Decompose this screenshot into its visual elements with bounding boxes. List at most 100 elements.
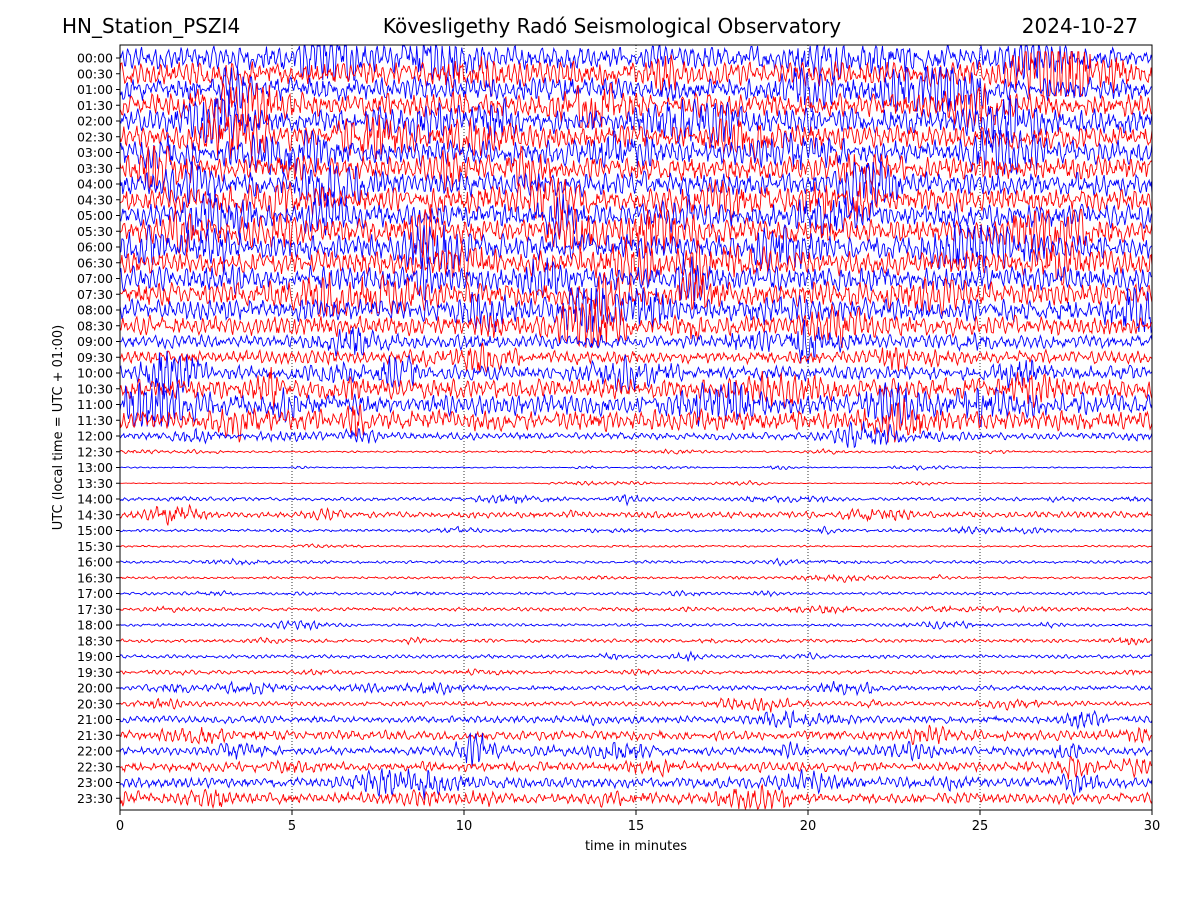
trace-row-1900 <box>119 650 1153 662</box>
trace-row-0600 <box>119 224 1153 271</box>
row-time-label: 09:00 <box>77 334 113 349</box>
trace-row-1830 <box>119 636 1153 646</box>
trace-row-2130 <box>119 724 1153 746</box>
row-time-label: 00:30 <box>77 66 113 81</box>
row-time-labels: 00:0000:3001:0001:3002:0002:3003:0003:30… <box>77 51 120 806</box>
trace-row-1230 <box>119 448 1152 455</box>
trace-row-2200 <box>119 732 1153 768</box>
x-tick-label: 0 <box>116 819 124 834</box>
row-time-label: 05:00 <box>77 208 113 223</box>
row-time-label: 22:30 <box>77 759 113 774</box>
row-time-label: 18:30 <box>77 633 113 648</box>
row-time-label: 22:00 <box>77 744 113 759</box>
trace-row-2000 <box>119 680 1153 697</box>
trace-row-0830 <box>119 302 1153 348</box>
row-time-label: 13:00 <box>77 460 113 475</box>
row-time-label: 08:30 <box>77 318 113 333</box>
trace-row-1730 <box>119 604 1153 615</box>
trace-row-1030 <box>119 366 1153 411</box>
trace-row-0800 <box>119 286 1153 334</box>
row-time-label: 10:30 <box>77 381 113 396</box>
trace-row-0430 <box>119 176 1153 222</box>
observatory-title: Kövesligethy Radó Seismological Observat… <box>382 14 842 38</box>
trace-row-0130 <box>119 82 1153 129</box>
trace-row-1600 <box>119 557 1153 567</box>
trace-row-0000 <box>119 44 1153 82</box>
row-time-label: 02:00 <box>77 114 113 129</box>
row-time-label: 18:00 <box>77 618 113 633</box>
x-tick-label: 30 <box>1144 819 1161 834</box>
row-time-label: 09:30 <box>77 350 113 365</box>
trace-row-0930 <box>119 342 1153 374</box>
trace-row-1930 <box>119 668 1153 677</box>
row-time-label: 04:30 <box>77 192 113 207</box>
x-axis-ticks: 0 5 10 15 20 25 30 <box>116 810 1160 834</box>
trace-row-1200 <box>119 420 1153 449</box>
row-time-label: 10:00 <box>77 366 113 381</box>
row-time-label: 15:00 <box>77 523 113 538</box>
row-time-label: 23:00 <box>77 775 113 790</box>
x-axis-label: time in minutes <box>585 839 687 854</box>
trace-row-1330 <box>119 480 1153 486</box>
row-time-label: 21:30 <box>77 728 113 743</box>
seismic-traces <box>119 44 1153 811</box>
trace-row-1000 <box>119 350 1153 393</box>
row-time-label: 17:00 <box>77 586 113 601</box>
row-time-label: 03:30 <box>77 161 113 176</box>
x-tick-label: 25 <box>972 819 989 834</box>
row-time-label: 06:00 <box>77 240 113 255</box>
trace-row-2030 <box>119 697 1153 713</box>
x-tick-label: 15 <box>628 819 645 834</box>
row-time-label: 19:30 <box>77 665 113 680</box>
trace-row-1630 <box>119 573 1153 583</box>
row-time-label: 12:30 <box>77 444 113 459</box>
row-time-label: 16:30 <box>77 570 113 585</box>
row-time-label: 13:30 <box>77 476 113 491</box>
trace-row-2300 <box>119 768 1153 800</box>
trace-row-0630 <box>119 240 1153 286</box>
trace-row-2100 <box>119 709 1153 730</box>
row-time-label: 07:30 <box>77 287 113 302</box>
trace-row-0200 <box>119 97 1153 145</box>
x-tick-label: 10 <box>456 819 473 834</box>
row-time-label: 19:00 <box>77 649 113 664</box>
trace-row-1500 <box>119 525 1153 536</box>
row-time-label: 23:30 <box>77 791 113 806</box>
trace-row-1130 <box>119 398 1153 443</box>
plot-date: 2024-10-27 <box>1021 14 1138 38</box>
trace-row-1400 <box>119 494 1153 507</box>
trace-row-2330 <box>119 783 1153 811</box>
trace-row-0100 <box>119 66 1153 113</box>
trace-row-1700 <box>119 589 1153 598</box>
trace-row-0400 <box>119 161 1153 208</box>
trace-row-0230 <box>119 113 1153 160</box>
row-time-label: 16:00 <box>77 555 113 570</box>
trace-row-0900 <box>119 319 1153 364</box>
row-time-label: 05:30 <box>77 224 113 239</box>
row-time-label: 11:00 <box>77 397 113 412</box>
row-time-label: 04:00 <box>77 177 113 192</box>
row-time-label: 03:00 <box>77 145 113 160</box>
trace-row-0700 <box>119 256 1153 302</box>
row-time-label: 01:30 <box>77 98 113 113</box>
trace-row-0300 <box>119 129 1153 176</box>
row-time-label: 14:00 <box>77 492 113 507</box>
trace-row-0030 <box>119 51 1153 97</box>
row-time-label: 14:30 <box>77 507 113 522</box>
trace-row-0330 <box>119 145 1153 192</box>
row-time-label: 06:30 <box>77 255 113 270</box>
row-time-label: 01:00 <box>77 82 113 97</box>
row-time-label: 20:00 <box>77 681 113 696</box>
row-time-label: 02:30 <box>77 129 113 144</box>
row-time-label: 08:00 <box>77 303 113 318</box>
row-time-label: 21:00 <box>77 712 113 727</box>
trace-row-2230 <box>119 755 1153 780</box>
station-label: HN_Station_PSZI4 <box>62 14 241 38</box>
trace-row-1800 <box>119 619 1153 631</box>
row-time-label: 00:00 <box>77 51 113 66</box>
row-time-label: 11:30 <box>77 413 113 428</box>
x-tick-label: 5 <box>288 819 296 834</box>
trace-row-1530 <box>119 543 1153 549</box>
trace-row-1300 <box>119 465 1153 472</box>
